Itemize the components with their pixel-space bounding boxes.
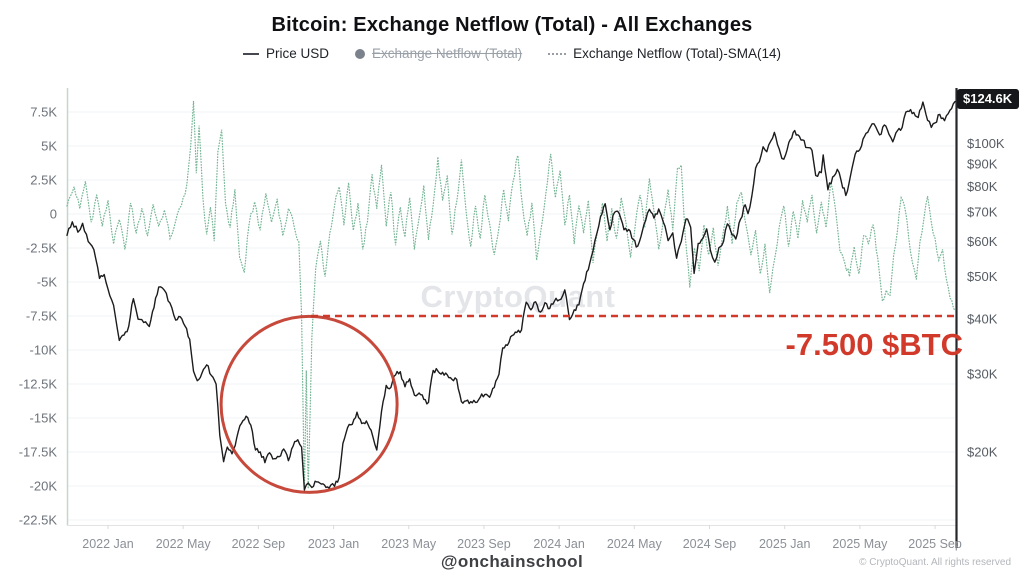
svg-text:5K: 5K [41, 139, 57, 154]
svg-text:2025 Sep: 2025 Sep [908, 537, 962, 551]
svg-text:$40K: $40K [967, 312, 998, 327]
svg-text:2025 May: 2025 May [832, 537, 888, 551]
svg-text:$50K: $50K [967, 269, 998, 284]
legend: Price USD Exchange Netflow (Total) Excha… [0, 46, 1024, 61]
svg-text:-5K: -5K [37, 275, 58, 290]
svg-text:-10K: -10K [30, 342, 58, 357]
svg-text:0: 0 [50, 207, 57, 222]
svg-text:$60K: $60K [967, 234, 998, 249]
svg-text:-20K: -20K [30, 478, 58, 493]
svg-text:7.5K: 7.5K [30, 105, 57, 120]
legend-label-netflow: Exchange Netflow (Total) [372, 46, 523, 61]
svg-text:$20K: $20K [967, 444, 998, 459]
svg-text:$100K: $100K [967, 136, 1005, 151]
line-marker-icon [243, 52, 260, 55]
legend-label-netflow-sma: Exchange Netflow (Total)-SMA(14) [573, 46, 781, 61]
svg-text:-22.5K: -22.5K [19, 512, 58, 527]
page-title: Bitcoin: Exchange Netflow (Total) - All … [271, 14, 753, 36]
legend-item-price-usd[interactable]: Price USD [243, 46, 329, 61]
dotted-line-marker-icon [548, 52, 567, 55]
svg-text:2023 Jan: 2023 Jan [308, 537, 359, 551]
svg-text:2024 Jan: 2024 Jan [533, 537, 584, 551]
last-price-badge: $124.6K [957, 89, 1020, 109]
svg-text:2023 May: 2023 May [381, 537, 437, 551]
copyright-notice: © CryptoQuant. All rights reserved [859, 557, 1011, 568]
svg-text:$90K: $90K [967, 156, 998, 171]
svg-text:$80K: $80K [967, 179, 998, 194]
netflow-threshold-label: -7.500 $BTC [785, 327, 963, 362]
legend-item-netflow[interactable]: Exchange Netflow (Total) [355, 46, 522, 61]
legend-label-price-usd: Price USD [266, 46, 330, 61]
svg-text:-12.5K: -12.5K [19, 376, 58, 391]
svg-text:$70K: $70K [967, 205, 998, 220]
svg-text:2024 Sep: 2024 Sep [683, 537, 737, 551]
svg-text:-17.5K: -17.5K [19, 444, 58, 459]
svg-text:2022 Sep: 2022 Sep [232, 537, 286, 551]
svg-text:2025 Jan: 2025 Jan [759, 537, 810, 551]
svg-text:2023 Sep: 2023 Sep [457, 537, 511, 551]
circle-marker-icon [355, 48, 366, 59]
svg-text:-15K: -15K [30, 410, 58, 425]
svg-text:2.5K: 2.5K [30, 173, 57, 188]
svg-text:2022 Jan: 2022 Jan [82, 537, 133, 551]
svg-text:2024 May: 2024 May [607, 537, 663, 551]
attribution-handle: @onchainschool [440, 552, 584, 571]
svg-text:$30K: $30K [967, 367, 998, 382]
legend-item-netflow-sma[interactable]: Exchange Netflow (Total)-SMA(14) [548, 46, 781, 61]
svg-text:-7.5K: -7.5K [26, 308, 57, 323]
svg-text:-2.5K: -2.5K [26, 241, 57, 256]
svg-text:2022 May: 2022 May [156, 537, 212, 551]
